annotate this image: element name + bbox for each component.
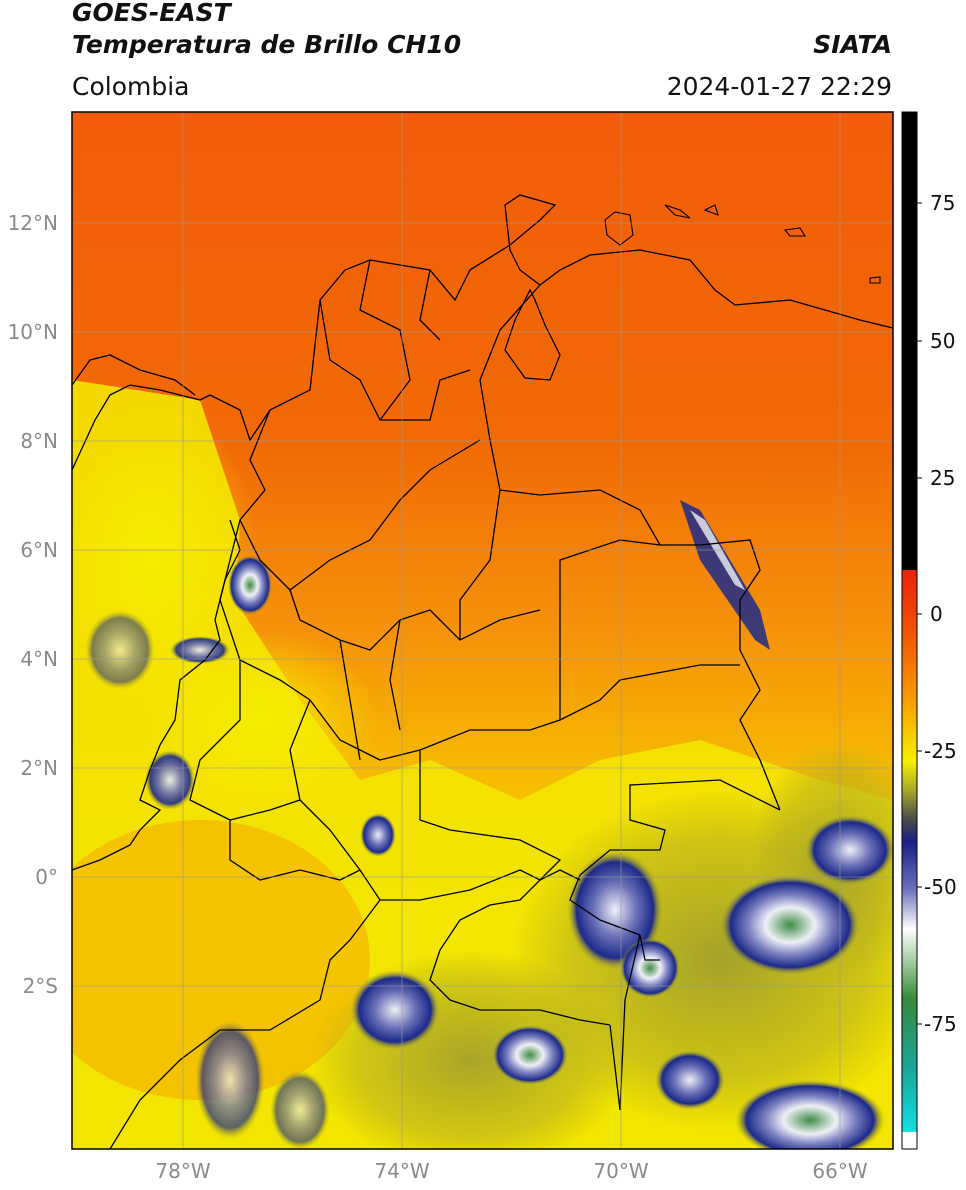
- lat-tick-label: 0°: [35, 865, 58, 889]
- map-frame: [71, 111, 894, 1150]
- colorbar-tick-label: 75: [930, 191, 955, 215]
- lat-tick-label: 2°S: [23, 974, 58, 998]
- agency-label: SIATA: [813, 30, 892, 59]
- convective-cell: [492, 1025, 568, 1085]
- colorbar-black-segment: [902, 112, 917, 570]
- convective-cell: [350, 970, 440, 1050]
- lon-tick-label: 66°W: [812, 1159, 867, 1183]
- convective-cell: [228, 555, 272, 615]
- colorbar-tick-label: 25: [930, 466, 955, 490]
- colorbar: 75 50 25 0 -25 -50 -75: [901, 111, 957, 1150]
- graticule: [72, 112, 893, 1149]
- datetime-label: 2024-01-27 22:29: [666, 72, 892, 101]
- colorbar-tick-label: 50: [930, 329, 955, 353]
- colorbar-tick-label: 0: [930, 602, 943, 626]
- satellite-title: GOES-EAST: [72, 0, 231, 27]
- convective-cell: [735, 1080, 885, 1149]
- lat-tick-label: 2°N: [20, 756, 58, 780]
- colorbar-tick-label: -50: [924, 875, 957, 899]
- lat-tick-label: 10°N: [8, 320, 58, 344]
- product-title: Temperatura de Brillo CH10: [72, 30, 462, 59]
- cloud-streak: [680, 500, 770, 650]
- convective-cell: [620, 938, 680, 998]
- colorbar-tick-label: -75: [924, 1012, 957, 1036]
- convective-cell: [360, 813, 396, 857]
- lat-tick-label: 8°N: [20, 429, 58, 453]
- boundary-lines: [72, 194, 893, 1149]
- convective-cell: [655, 1050, 725, 1110]
- lon-tick-label: 74°W: [374, 1159, 429, 1183]
- lat-tick-label: 12°N: [8, 211, 58, 235]
- region-label: Colombia: [72, 72, 190, 101]
- convective-cell: [805, 815, 893, 885]
- colorbar-tick-label: -25: [924, 739, 957, 763]
- lat-tick-label: 4°N: [20, 647, 58, 671]
- lon-tick-label: 70°W: [593, 1159, 648, 1183]
- colorbar-gradient: [902, 570, 917, 1149]
- pacific-warm-zone: [72, 820, 370, 1100]
- convective-cell: [720, 875, 860, 975]
- lon-tick-label: 78°W: [155, 1159, 210, 1183]
- lat-tick-label: 6°N: [20, 538, 58, 562]
